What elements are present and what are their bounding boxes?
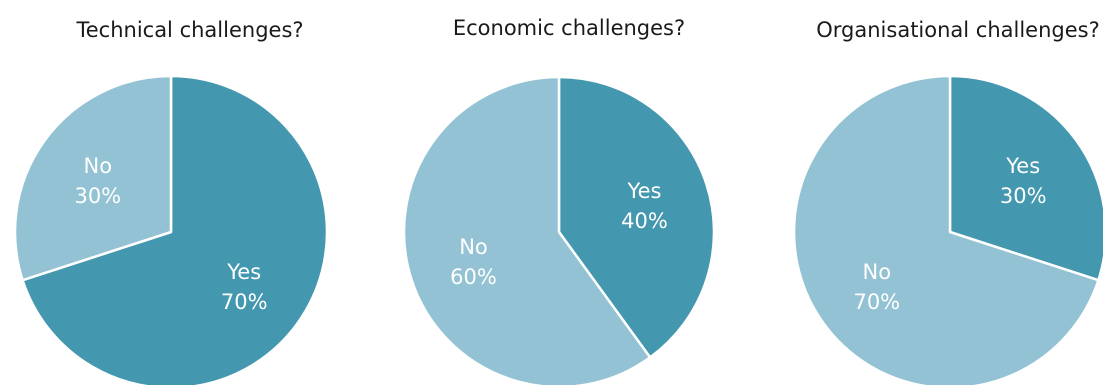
slice-category-label: Yes xyxy=(627,179,662,203)
slice-percent-label: 40% xyxy=(621,209,668,233)
pie-slice-no xyxy=(792,74,1100,385)
chart-title-technical: Technical challenges? xyxy=(76,18,304,42)
pie-organisational: Yes 30% No 70% xyxy=(792,74,1103,385)
slice-percent-label: 70% xyxy=(221,290,268,314)
slice-category-label: Yes xyxy=(226,260,261,284)
slice-category-label: No xyxy=(84,154,113,178)
pie-slice-no xyxy=(402,75,652,385)
slice-percent-label: 30% xyxy=(74,184,121,208)
slice-category-label: Yes xyxy=(1005,154,1040,178)
chart-title-economic: Economic challenges? xyxy=(452,16,686,40)
slice-percent-label: 60% xyxy=(450,265,497,289)
pie-economic: Yes 40% No 60% xyxy=(402,75,716,385)
pie-slice-yes xyxy=(948,74,1103,282)
slice-percent-label: 70% xyxy=(853,290,900,314)
pie-slice-no xyxy=(13,74,173,282)
slice-percent-label: 30% xyxy=(1000,184,1047,208)
pie-slice-yes xyxy=(557,75,716,359)
chart-title-organisational: Organisational challenges? xyxy=(816,18,1100,42)
pie-technical: Yes 70% No 30% xyxy=(13,74,329,385)
slice-category-label: No xyxy=(459,235,488,259)
pie-slice-yes xyxy=(21,74,329,385)
slice-category-label: No xyxy=(863,260,892,284)
